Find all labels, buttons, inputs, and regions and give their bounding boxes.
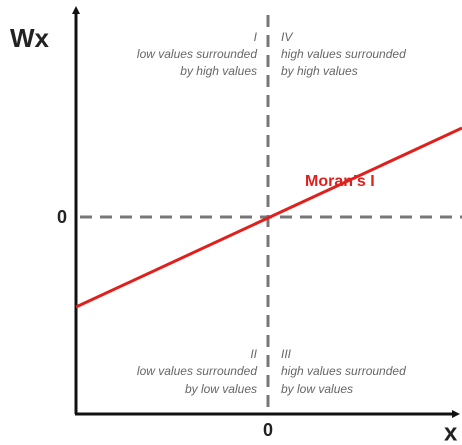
quadrant-text: high values surrounded (281, 47, 406, 61)
quadrant-text: by high values (180, 64, 257, 78)
quadrant-text: by high values (281, 64, 358, 78)
quadrant-text: low values surrounded (137, 364, 257, 378)
line-label: Moran’s I (305, 173, 375, 190)
x-origin-label: 0 (263, 420, 273, 440)
y-axis-label: Wx (10, 23, 50, 53)
quadrant-numeral: I (254, 30, 258, 44)
y-origin-label: 0 (57, 207, 67, 227)
quadrant-text: high values surrounded (281, 364, 406, 378)
quadrant-text: by low values (281, 382, 353, 396)
x-axis-label: x (444, 419, 458, 445)
morans-i-line (75, 126, 462, 309)
quadrant-numeral: II (250, 347, 257, 361)
quadrant-text: by low values (185, 382, 257, 396)
quadrant-numeral: III (281, 347, 292, 361)
quadrant-numeral: IV (281, 30, 293, 44)
quadrant-text: low values surrounded (137, 47, 257, 61)
